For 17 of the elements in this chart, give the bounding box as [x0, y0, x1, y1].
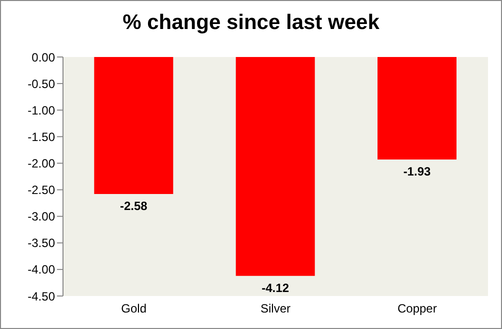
data-label: -4.12: [262, 280, 290, 295]
y-tick-label: -4.00: [28, 262, 56, 277]
y-tick-label: -3.00: [28, 210, 56, 224]
y-tick-label: -1.00: [28, 103, 56, 118]
data-label: -2.58: [120, 199, 148, 214]
chart-title: % change since last week: [122, 10, 380, 36]
y-tick-label: -2.50: [28, 183, 56, 198]
data-label: -1.93: [403, 164, 431, 179]
y-tick-label: -2.00: [28, 156, 56, 170]
y-tick-label: -1.50: [28, 130, 56, 144]
y-tick-label: -0.50: [28, 76, 56, 91]
y-tick-label: -4.50: [28, 289, 56, 304]
y-tick-label: 0.00: [32, 50, 56, 64]
x-tick-label: Gold: [121, 302, 147, 316]
x-tick-label: Silver: [260, 302, 291, 316]
x-tick-label: Copper: [397, 302, 437, 316]
y-tick-label: -3.50: [28, 236, 56, 250]
